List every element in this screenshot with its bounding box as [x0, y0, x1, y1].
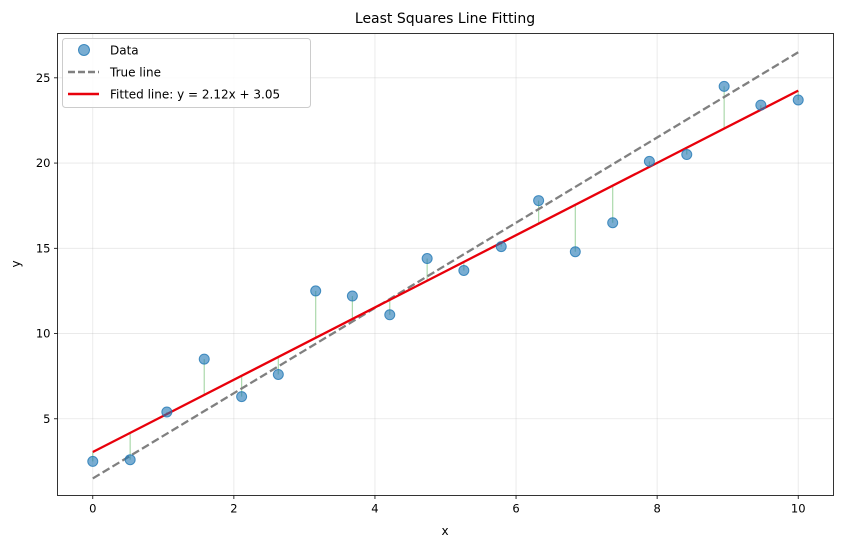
x-tick-label: 8	[653, 502, 660, 516]
x-axis-label: x	[441, 524, 448, 538]
legend-fitted-line-label: Fitted line: y = 2.12x + 3.05	[110, 88, 280, 102]
data-points	[87, 80, 804, 467]
data-point	[643, 155, 655, 167]
data-point	[495, 241, 507, 253]
legend-true-line-label: True line	[109, 66, 161, 80]
residual-lines	[92, 86, 799, 462]
data-point	[533, 195, 545, 207]
y-axis-ticks: 5 10 15 20 25	[36, 71, 58, 426]
y-axis-label: y	[9, 260, 23, 267]
y-tick-label: 10	[36, 327, 51, 341]
data-point	[384, 309, 396, 321]
data-point	[310, 285, 322, 297]
data-point	[421, 253, 433, 265]
data-point	[755, 99, 767, 111]
true-line	[92, 51, 799, 480]
y-tick-label: 5	[43, 412, 50, 426]
legend-data-label: Data	[110, 44, 139, 58]
x-tick-label: 2	[230, 502, 237, 516]
data-point	[792, 94, 804, 106]
data-point	[124, 454, 136, 466]
x-tick-label: 4	[371, 502, 378, 516]
data-point	[458, 264, 470, 276]
data-point	[718, 80, 730, 92]
x-tick-label: 10	[791, 502, 806, 516]
data-point	[87, 455, 99, 467]
plot-area-frame	[57, 33, 834, 496]
legend-data-marker	[78, 44, 90, 56]
legend-frame	[62, 38, 311, 108]
y-tick-label: 25	[36, 71, 51, 85]
data-point	[236, 391, 248, 403]
data-point	[272, 368, 284, 380]
x-tick-label: 0	[89, 502, 96, 516]
data-point	[607, 217, 619, 229]
legend: Data True line Fitted line: y = 2.12x + …	[62, 38, 311, 108]
regression-lines	[92, 51, 799, 480]
data-point	[346, 290, 358, 302]
x-tick-label: 6	[512, 502, 519, 516]
fitted-line	[92, 89, 799, 454]
y-tick-label: 15	[36, 241, 51, 255]
y-tick-label: 20	[36, 156, 51, 170]
data-point	[198, 353, 210, 365]
chart-title: Least Squares Line Fitting	[355, 11, 535, 27]
data-point	[569, 246, 581, 258]
x-axis-ticks: 0 2 4 6 8 10	[89, 495, 806, 516]
data-point	[161, 406, 173, 418]
data-point	[681, 149, 693, 161]
